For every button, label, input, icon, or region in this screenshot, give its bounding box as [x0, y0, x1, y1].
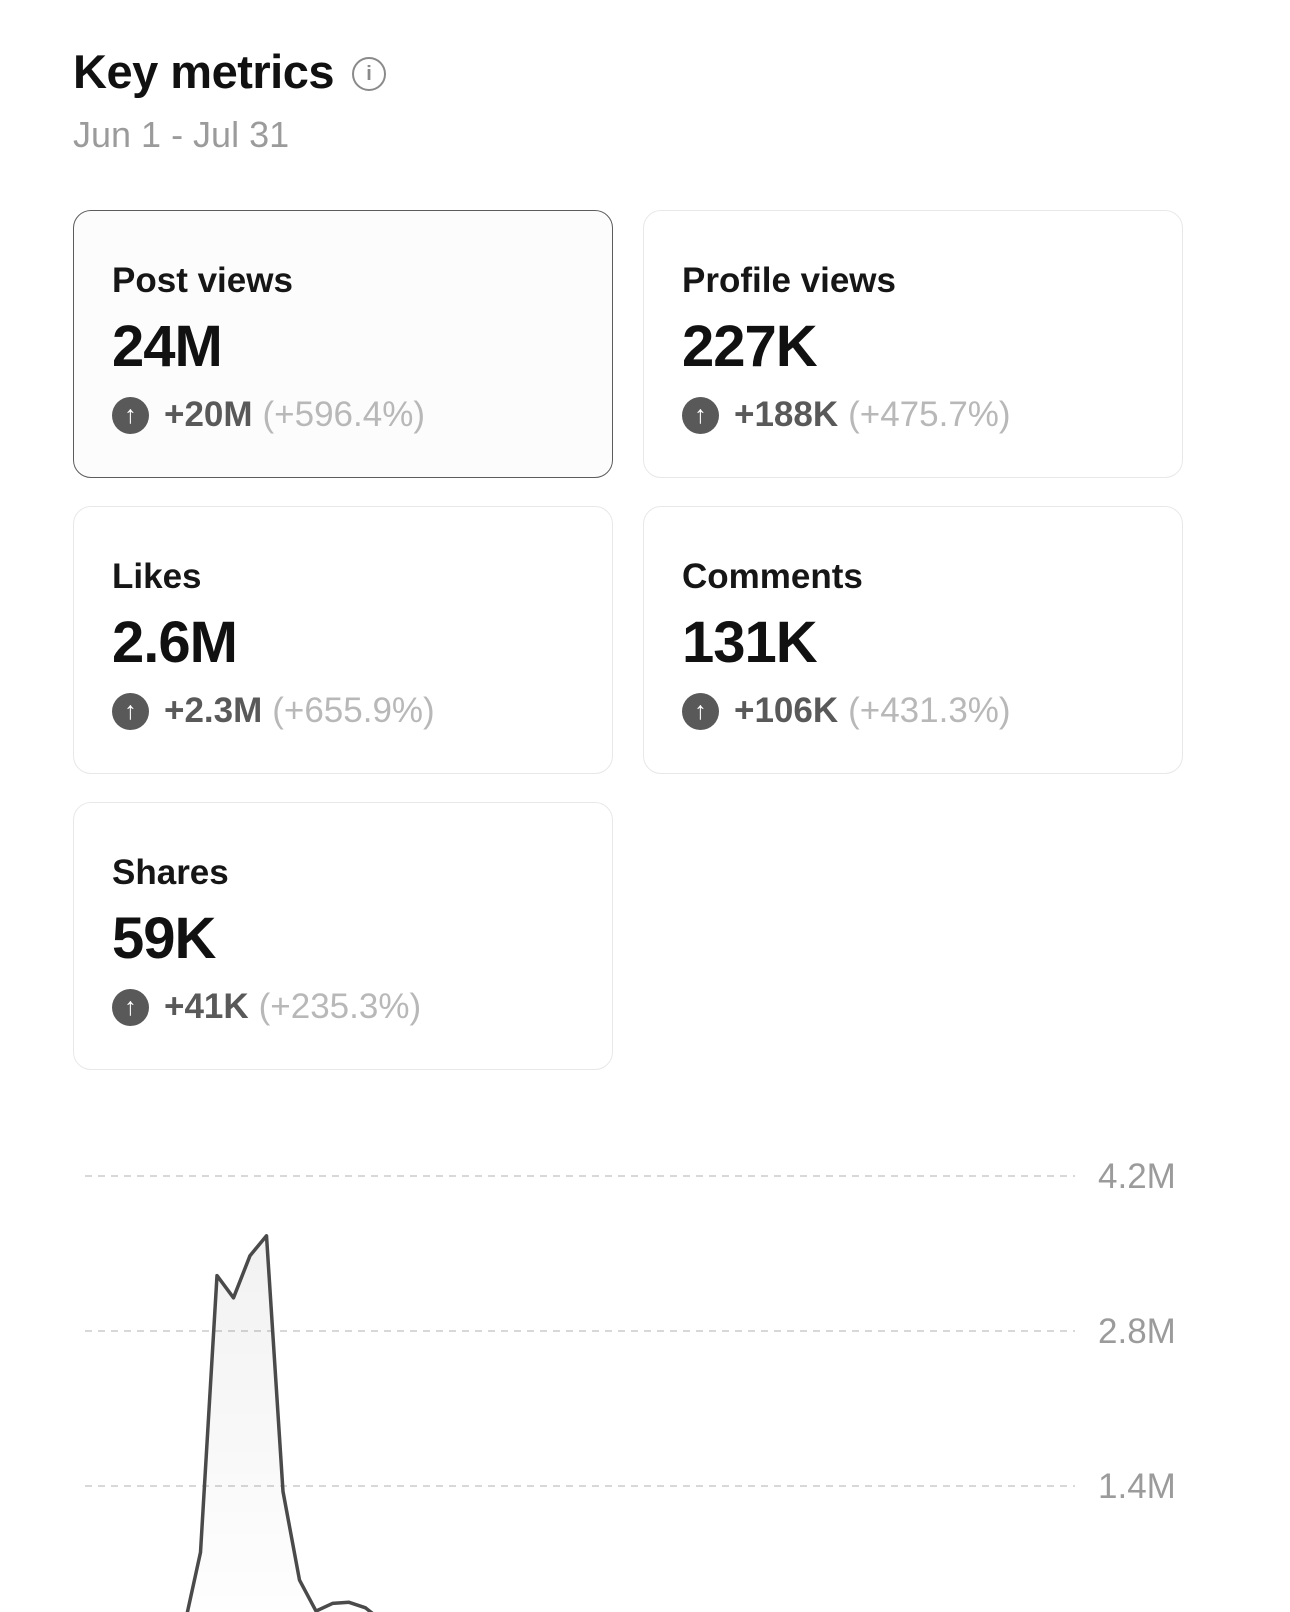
trend-line	[185, 1234, 374, 1612]
arrow-up-icon: ↑	[112, 692, 149, 730]
card-value: 24M	[112, 314, 223, 379]
page-title: Key metrics	[73, 45, 335, 98]
delta-row: ↑ +106K (+431.3%)	[682, 691, 1011, 731]
arrow-up-icon: ↑	[682, 692, 719, 730]
delta-value: +2.3M	[164, 691, 263, 730]
delta-value: +20M	[164, 395, 253, 434]
card-label: Likes	[112, 557, 202, 596]
info-icon[interactable]: i	[352, 56, 386, 91]
delta-percent: (+475.7%)	[848, 395, 1011, 434]
arrow-up-icon: ↑	[112, 396, 149, 434]
card-value: 131K	[682, 610, 818, 675]
y-axis-label: 1.4M	[1098, 1467, 1176, 1506]
card-value: 227K	[682, 314, 818, 379]
delta-row: ↑ +188K (+475.7%)	[682, 395, 1011, 435]
arrow-up-icon: ↑	[112, 988, 149, 1026]
delta-row: ↑ +20M (+596.4%)	[112, 395, 425, 435]
trend-area	[187, 1235, 371, 1612]
y-axis-label: 4.2M	[1098, 1157, 1176, 1196]
trend-chart-svg: 1.4M 2.8M 4.2M	[85, 1157, 1176, 1612]
delta-percent: (+596.4%)	[262, 395, 425, 434]
arrow-up-icon: ↑	[682, 396, 719, 434]
card-comments[interactable]: Comments 131K ↑ +106K (+431.3%)	[643, 506, 1183, 774]
delta-percent: (+235.3%)	[258, 987, 422, 1026]
card-shares[interactable]: Shares 59K ↑ +41K (+235.3%)	[73, 802, 613, 1070]
delta-row: ↑ +2.3M (+655.9%)	[112, 691, 435, 731]
delta-percent: (+431.3%)	[848, 691, 1011, 730]
delta-percent: (+655.9%)	[272, 691, 435, 730]
y-axis-label: 2.8M	[1098, 1312, 1176, 1351]
card-value: 59K	[112, 906, 216, 971]
key-metrics-header: Key metrics i Jun 1 - Jul 31	[73, 46, 386, 156]
card-label: Comments	[682, 557, 863, 596]
card-label: Shares	[112, 853, 229, 892]
delta-value: +106K	[734, 691, 839, 730]
metric-cards: Post views 24M ↑ +20M (+596.4%) Profile …	[73, 210, 1183, 1070]
delta-value: +188K	[734, 395, 839, 434]
card-post-views[interactable]: Post views 24M ↑ +20M (+596.4%)	[73, 210, 613, 478]
delta-row: ↑ +41K (+235.3%)	[112, 987, 421, 1027]
card-label: Profile views	[682, 261, 896, 300]
trend-chart[interactable]: 1.4M 2.8M 4.2M	[0, 1100, 1290, 1612]
card-likes[interactable]: Likes 2.6M ↑ +2.3M (+655.9%)	[73, 506, 613, 774]
card-label: Post views	[112, 261, 293, 300]
date-range: Jun 1 - Jul 31	[73, 113, 290, 155]
delta-value: +41K	[164, 987, 249, 1026]
card-profile-views[interactable]: Profile views 227K ↑ +188K (+475.7%)	[643, 210, 1183, 478]
card-value: 2.6M	[112, 610, 238, 675]
